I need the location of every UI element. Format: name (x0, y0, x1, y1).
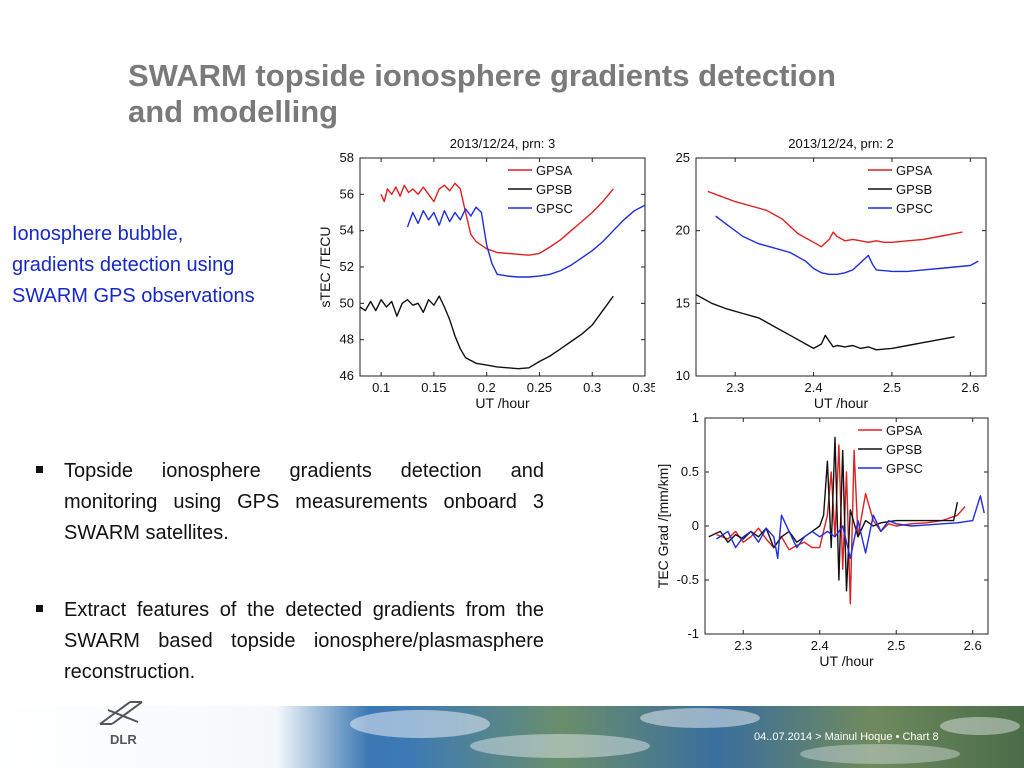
series-line-gpsb (359, 295, 614, 370)
bullet-list: Topside ionosphere gradients detection a… (36, 456, 544, 734)
bullet-item: Extract features of the detected gradien… (36, 595, 544, 688)
x-tick-label: 2.6 (961, 380, 979, 395)
y-axis-label: sTEC /TECU (317, 227, 333, 308)
legend-entry: GPSA (536, 163, 572, 178)
x-tick-label: 0.3 (583, 380, 601, 395)
bullet-square-icon (36, 466, 43, 473)
series-line-gpsa (707, 190, 963, 248)
x-tick-label: 2.5 (883, 380, 901, 395)
side-caption-line: Ionosphere bubble, (12, 223, 184, 245)
plot-frame (704, 417, 989, 635)
x-tick-label: 2.4 (805, 380, 823, 395)
y-axis-label: TEC Grad /[mm/km] (655, 464, 671, 588)
x-tick-label: 2.6 (964, 638, 982, 653)
x-tick-label: 2.4 (811, 638, 829, 653)
legend-entry: GPSB (536, 182, 572, 197)
series-line-gpsc (716, 495, 985, 560)
bullet-square-icon (36, 605, 43, 612)
plot-frame (695, 157, 987, 377)
x-tick-label: 0.1 (372, 380, 390, 395)
y-tick-label: 48 (340, 332, 354, 347)
x-tick-label: 0.25 (527, 380, 552, 395)
x-tick-label: 0.35 (632, 380, 655, 395)
y-tick-label: 50 (340, 295, 354, 310)
y-tick-label: 10 (676, 368, 690, 383)
footer-earth-image (0, 706, 1024, 768)
x-tick-label: 2.3 (726, 380, 744, 395)
y-tick-label: 54 (340, 223, 354, 238)
x-tick-label: 2.3 (734, 638, 752, 653)
x-axis-label: UT /hour (475, 395, 530, 411)
y-tick-label: -1 (687, 626, 699, 641)
series-line-gpsa (380, 182, 614, 256)
side-caption-line: gradients detection using (12, 254, 235, 276)
side-caption-line: SWARM GPS observations (12, 285, 255, 307)
chart-title: 2013/12/24, prn: 2 (788, 136, 894, 151)
y-tick-label: 0.5 (681, 464, 699, 479)
y-tick-label: -0.5 (677, 572, 699, 587)
y-tick-label: 46 (340, 368, 354, 383)
series-line-gpsb (695, 293, 955, 351)
bullet-text: Extract features of the detected gradien… (64, 599, 544, 683)
y-tick-label: 0 (692, 518, 699, 533)
dlr-logo: DLR (99, 701, 143, 747)
x-axis-label: UT /hour (819, 653, 874, 669)
series-line-gpsc (715, 215, 979, 276)
y-tick-label: 58 (340, 150, 354, 165)
bullet-item: Topside ionosphere gradients detection a… (36, 456, 544, 549)
chart-stec-prn2: 2013/12/24, prn: 2 2.3 2.4 2.5 2.6 10 15 20 25 UT… (676, 136, 987, 411)
chart-title: 2013/12/24, prn: 3 (450, 136, 556, 151)
dlr-logo-text: DLR (110, 732, 137, 747)
footer-text: 04..07.2014 > Mainul Hoque • Chart 8 (754, 731, 939, 743)
legend-entry: GPSB (886, 442, 922, 457)
y-tick-label: 15 (676, 295, 690, 310)
y-tick-label: 56 (340, 186, 354, 201)
legend-entry: GPSB (896, 182, 932, 197)
chart-tec-gradient: 2.3 2.4 2.5 2.6 -1 -0.5 0 0.5 1 UT /hour TEC Grad … (655, 410, 989, 669)
y-tick-label: 1 (692, 410, 699, 425)
y-tick-label: 20 (676, 223, 690, 238)
slide-title: SWARM topside ionosphere gradients detec… (128, 58, 948, 130)
plot-frame (359, 157, 646, 377)
legend-entry: GPSA (886, 423, 922, 438)
side-caption: Ionosphere bubble, gradients detection u… (12, 219, 332, 312)
legend-entry: GPSA (896, 163, 932, 178)
y-tick-label: 52 (340, 259, 354, 274)
chart-stec-prn3: 2013/12/24, prn: 3 0.1 0.15 0.2 0.25 0.3 0.35 4… (317, 136, 655, 411)
slide-title-line-2: and modelling (128, 94, 339, 129)
y-tick-label: 25 (676, 150, 690, 165)
legend-entry: GPSC (536, 201, 573, 216)
slide-title-line-1: SWARM topside ionosphere gradients detec… (128, 58, 836, 93)
x-tick-label: 0.2 (478, 380, 496, 395)
bullet-text: Topside ionosphere gradients detection a… (64, 460, 544, 544)
x-tick-label: 0.15 (421, 380, 446, 395)
x-tick-label: 2.5 (887, 638, 905, 653)
x-axis-label: UT /hour (814, 395, 869, 411)
series-line-gpsc (406, 204, 646, 278)
legend-entry: GPSC (886, 461, 923, 476)
legend-entry: GPSC (896, 201, 933, 216)
